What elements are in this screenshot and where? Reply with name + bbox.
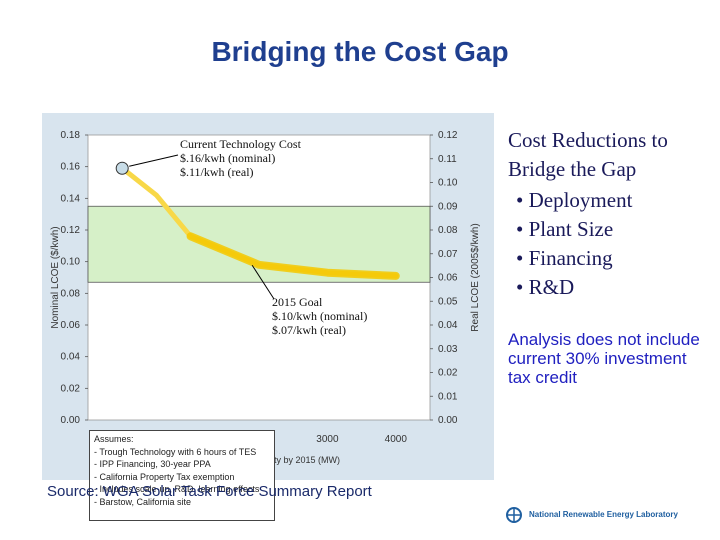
y2-tick-label: 0.03 [438, 344, 458, 355]
cost-reduction-list: • Deployment • Plant Size • Financing • … [516, 186, 632, 302]
nrel-logo: National Renewable Energy Laboratory [505, 505, 685, 527]
y2-tick-label: 0.00 [438, 415, 458, 426]
y2-tick-label: 0.05 [438, 296, 458, 307]
bullet-plant-size: • Plant Size [516, 217, 614, 241]
goal-line-3: $.07/kwh (real) [272, 323, 346, 337]
assumption-item: - IPP Financing, 30-year PPA [94, 459, 211, 469]
cost-curve-band [186, 232, 400, 280]
y2-tick-label: 0.02 [438, 368, 458, 379]
chart-panel: 0.00 0.02 0.04 0.06 0.08 0.10 0.12 0.14 0.16 0.18… [42, 113, 494, 521]
assumption-item: - California Property Tax exemption [94, 471, 235, 482]
current-cost-arrow [129, 154, 179, 167]
y2-tick-label: 0.06 [438, 273, 458, 284]
assumption-item: - Trough Technology with 6 hours of TES [94, 446, 257, 457]
current-cost-line-2: $.16/kwh (nominal) [180, 151, 276, 165]
current-cost-line-3: $.11/kwh (real) [180, 165, 254, 179]
y2-tick-label: 0.07 [438, 249, 458, 260]
y-tick-label: 0.12 [61, 225, 81, 236]
y2-tick-label: 0.08 [438, 225, 458, 236]
y2-tick-label: 0.01 [438, 391, 458, 402]
goal-band [87, 205, 431, 283]
current-cost-callout: Current Technology Cost $.16/kwh (nomina… [180, 137, 301, 179]
nrel-logo-text: National Renewable Energy Laboratory [529, 510, 678, 519]
y2-tick-label: 0.12 [438, 130, 458, 141]
y2-tick-label: 0.10 [438, 178, 458, 189]
assumptions-box: Assumes: - Trough Technology with 6 hour… [89, 430, 275, 521]
goal-callout: 2015 Goal $.10/kwh (nominal) $.07/kwh (r… [272, 295, 367, 337]
y-tick-label: 0.08 [61, 288, 81, 299]
y-tick-label: 0.06 [61, 320, 81, 331]
goal-line-2: $.10/kwh (nominal) [272, 309, 368, 323]
nrel-logo-icon [506, 507, 522, 523]
bullet-deployment: • Deployment [516, 188, 633, 212]
y-tick-label: 0.10 [61, 257, 81, 268]
goal-line-1: 2015 Goal [272, 295, 323, 309]
bullet-rd: • R&D [516, 275, 575, 299]
y-axis-label: Nominal LCOE ($/kwh) [50, 226, 61, 328]
right-heading-line-2: Bridge the Gap [508, 157, 637, 181]
slide-title: Bridging the Cost Gap [211, 36, 509, 67]
current-cost-point [115, 161, 129, 175]
assumption-item: - Barstow, California site [94, 496, 192, 507]
x-tick-label: 3000 [316, 434, 339, 445]
x-tick-label: 4000 [385, 434, 408, 445]
assumption-item: - Includes scale-up, R&D, learning effec… [94, 484, 260, 494]
y-tick-label: 0.16 [61, 162, 81, 173]
current-cost-line-1: Current Technology Cost [180, 137, 301, 151]
right-heading-line-1: Cost Reductions to [508, 128, 668, 152]
y2-tick-label: 0.04 [438, 320, 458, 331]
right-heading: Cost Reductions to Bridge the Gap [508, 126, 668, 184]
bullet-financing: • Financing [516, 246, 613, 270]
y-tick-label: 0.00 [61, 415, 81, 426]
y-tick-label: 0.18 [61, 130, 81, 141]
lcoe-chart: 0.00 0.02 0.04 0.06 0.08 0.10 0.12 0.14 0.16 0.18… [50, 130, 481, 465]
assumptions-title: Assumes: [94, 434, 134, 444]
y-tick-label: 0.14 [61, 193, 81, 204]
tax-credit-note: Analysis does not include current 30% in… [508, 330, 700, 387]
goal-arrow [251, 264, 275, 300]
y2-tick-label: 0.09 [438, 201, 458, 212]
y-tick-label: 0.04 [61, 352, 81, 363]
source-citation: Source: WGA Solar Task Force Summary Rep… [47, 483, 372, 500]
y2-tick-label: 0.11 [438, 154, 457, 165]
y-tick-label: 0.02 [61, 383, 81, 394]
y2-axis-label: Real LCOE (2005$/kwh) [470, 223, 481, 331]
